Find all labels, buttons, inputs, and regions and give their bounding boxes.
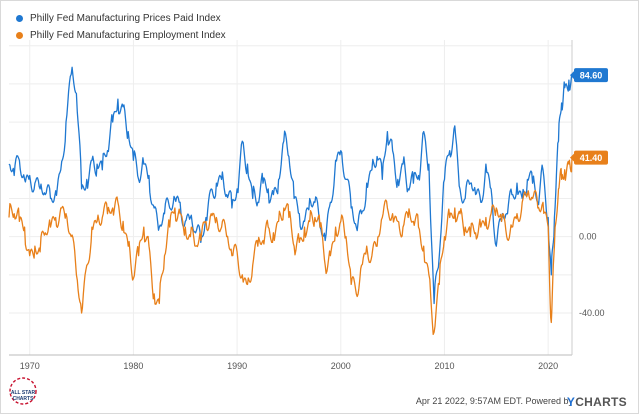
legend-label-prices-paid: Philly Fed Manufacturing Prices Paid Ind…	[30, 13, 221, 24]
last-value-badge-employment	[574, 150, 608, 165]
legend-label-employment: Philly Fed Manufacturing Employment Inde…	[30, 30, 226, 41]
legend-item-prices-paid[interactable]: Philly Fed Manufacturing Prices Paid Ind…	[16, 10, 226, 27]
allstar-charts-logo-text: ALL STAR CHARTS	[7, 390, 39, 402]
ycharts-logo[interactable]: YCHARTS	[567, 395, 627, 409]
last-value-badge-prices-paid	[574, 68, 608, 83]
last-value-pointer-prices-paid	[570, 70, 575, 81]
powered-by-text: Powered by	[525, 396, 573, 406]
ycharts-logo-y: Y	[566, 395, 576, 409]
x-tick-label: 2010	[434, 361, 454, 371]
legend: Philly Fed Manufacturing Prices Paid Ind…	[16, 10, 226, 44]
series-line-employment	[8, 157, 573, 336]
x-tick-label: 1990	[227, 361, 247, 371]
allstar-line2: CHARTS	[12, 396, 34, 402]
last-value-label-prices-paid: 84.60	[580, 71, 603, 81]
x-tick-label: 2020	[538, 361, 558, 371]
y-tick-label: 0.00	[579, 232, 597, 242]
allstar-charts-logo	[9, 377, 37, 405]
timestamp-text: Apr 21 2022, 9:57AM EDT.	[415, 396, 523, 406]
series-line-prices-paid	[8, 66, 573, 305]
allstar-line1: ALL STAR	[10, 390, 36, 396]
legend-marker-employment	[16, 32, 23, 39]
last-value-label-employment: 41.40	[580, 153, 603, 163]
x-tick-label: 1980	[123, 361, 143, 371]
x-tick-label: 2000	[331, 361, 351, 371]
last-value-pointer-employment	[570, 152, 575, 163]
y-tick-label: -40.00	[579, 308, 605, 318]
x-tick-label: 1970	[20, 361, 40, 371]
footer-timestamp: Apr 21 2022, 9:57AM EDT. Powered by	[416, 396, 573, 406]
ycharts-logo-word: CHARTS	[575, 395, 627, 409]
legend-item-employment[interactable]: Philly Fed Manufacturing Employment Inde…	[16, 27, 226, 44]
legend-marker-prices-paid	[16, 15, 23, 22]
